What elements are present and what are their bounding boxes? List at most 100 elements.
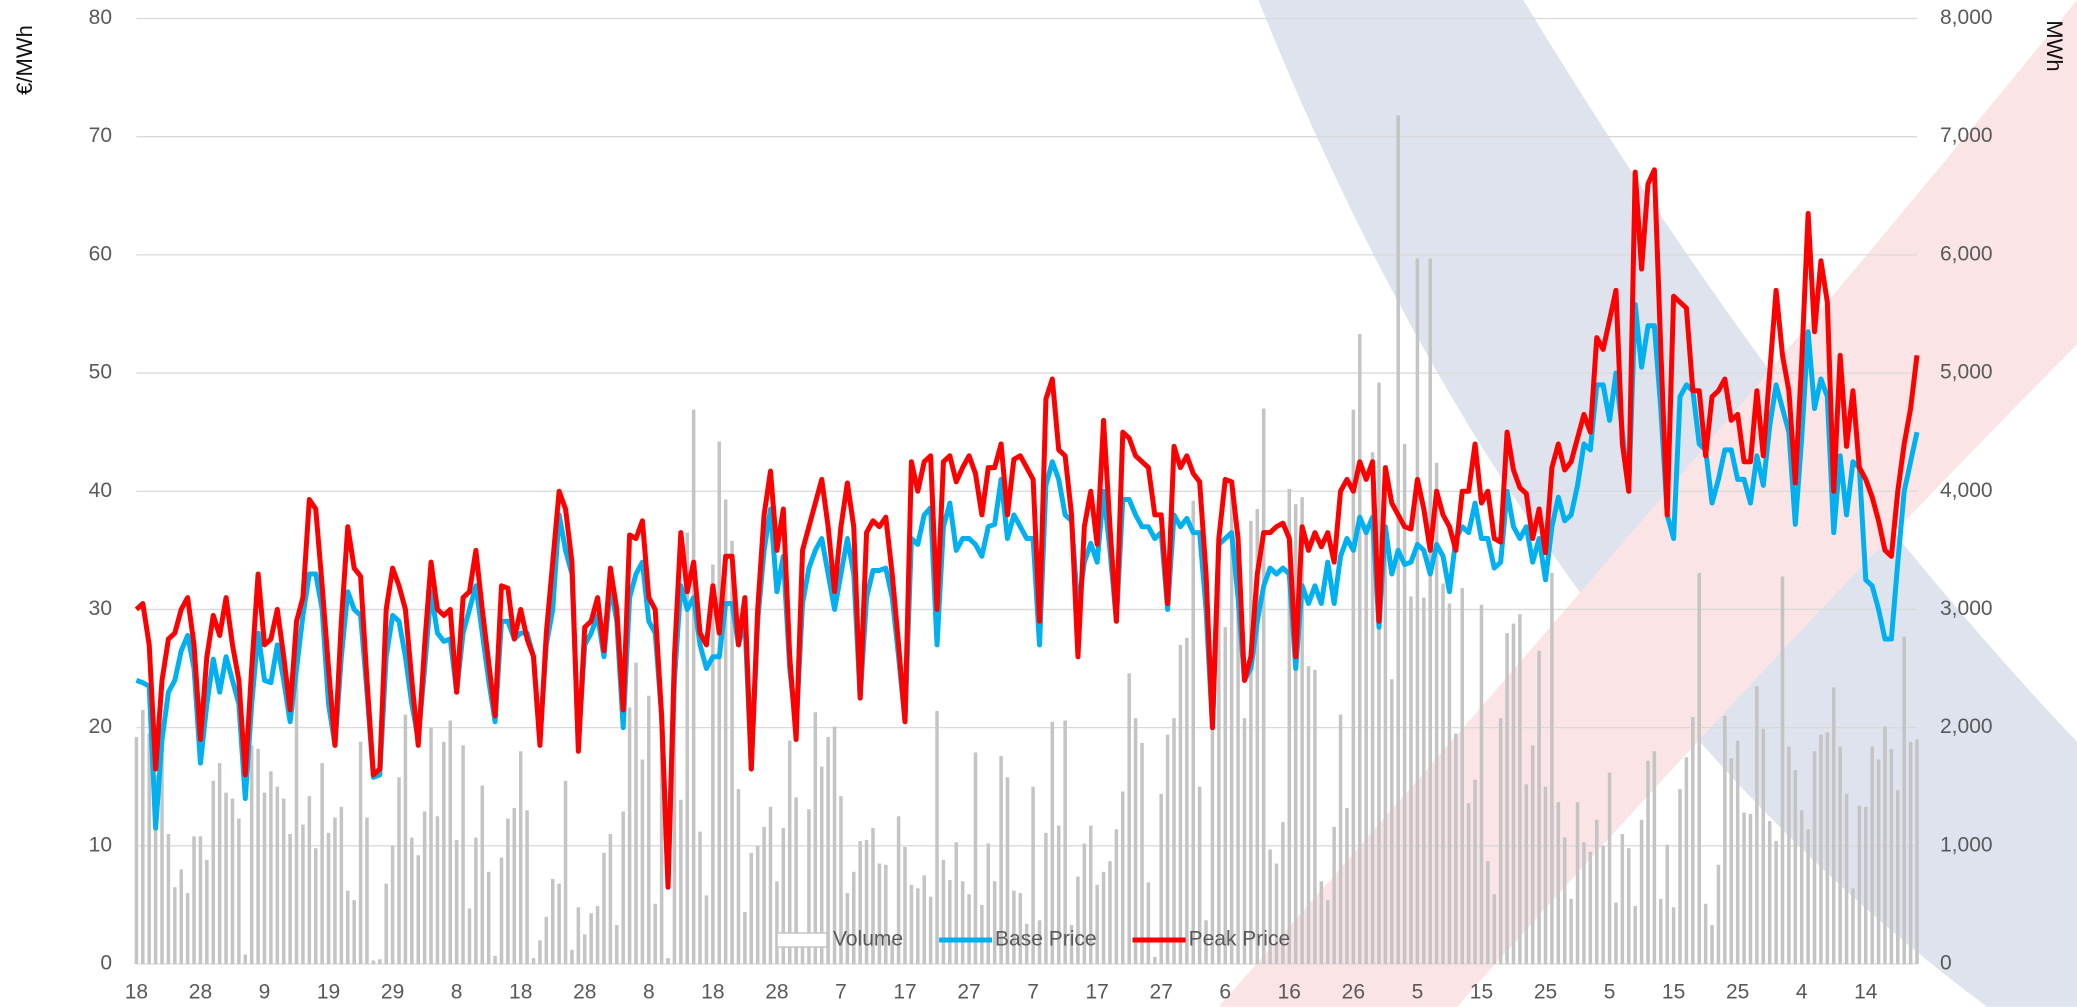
- volume-bar: [416, 855, 420, 964]
- volume-bar: [705, 895, 709, 964]
- volume-bar: [1262, 409, 1266, 964]
- volume-bar: [737, 789, 741, 964]
- volume-bar: [1390, 679, 1394, 964]
- volume-bar: [1108, 861, 1112, 964]
- volume-bar: [756, 846, 760, 964]
- y-tick-label: 50: [89, 361, 112, 384]
- volume-bar: [1396, 115, 1400, 964]
- volume-bar: [173, 887, 177, 964]
- volume-bar: [1774, 841, 1778, 964]
- volume-bar: [1569, 899, 1573, 964]
- volume-bar: [1883, 726, 1887, 964]
- y2-tick-label: 5,000: [1940, 361, 1993, 384]
- volume-bar: [314, 848, 318, 964]
- y-tick-label: 30: [89, 597, 112, 620]
- x-tick-label: 26: [1342, 981, 1365, 1004]
- volume-bar: [468, 908, 472, 964]
- y2-tick-label: 6,000: [1940, 242, 1993, 265]
- volume-bar: [826, 737, 830, 964]
- volume-bar: [525, 810, 529, 964]
- volume-bar: [346, 891, 350, 964]
- volume-bar: [1762, 729, 1766, 964]
- volume-bar: [474, 838, 478, 964]
- volume-bar: [1531, 745, 1535, 964]
- volume-bar: [1332, 827, 1336, 964]
- volume-bar: [750, 853, 754, 964]
- volume-bar: [1704, 904, 1708, 964]
- volume-bar: [1448, 604, 1452, 964]
- volume-bar: [1595, 820, 1599, 964]
- volume-bar: [1838, 747, 1842, 964]
- x-tick-label: 6: [1219, 981, 1231, 1004]
- x-tick-label: 8: [451, 981, 463, 1004]
- x-tick-label: 17: [1085, 981, 1108, 1004]
- x-tick-label: 16: [1278, 981, 1301, 1004]
- volume-bar: [1441, 583, 1445, 964]
- volume-bar: [1512, 624, 1516, 964]
- volume-bar: [1870, 747, 1874, 964]
- volume-bar: [1518, 614, 1522, 964]
- volume-bar: [1755, 686, 1759, 964]
- volume-bar: [167, 834, 171, 964]
- volume-bar: [1717, 865, 1721, 964]
- volume-bar: [1800, 810, 1804, 964]
- volume-bar: [1384, 540, 1388, 964]
- volume-bar: [1858, 806, 1862, 964]
- y2-tick-label: 0: [1940, 952, 1952, 975]
- volume-bar: [359, 742, 363, 964]
- volume-bar: [352, 900, 356, 964]
- y-tick-label: 70: [89, 124, 112, 147]
- volume-bar: [481, 786, 485, 964]
- y-tick-label: 10: [89, 833, 112, 856]
- volume-bar: [1313, 670, 1317, 964]
- x-tick-label: 27: [957, 981, 980, 1004]
- volume-bar: [1460, 588, 1464, 964]
- x-tick-label: 28: [765, 981, 788, 1004]
- volume-bar: [602, 853, 606, 964]
- volume-bar: [1915, 739, 1919, 964]
- volume-bar: [615, 925, 619, 964]
- volume-bar: [1621, 834, 1625, 964]
- volume-bar: [1909, 742, 1913, 964]
- volume-bar: [1729, 758, 1733, 964]
- volume-bar: [224, 793, 228, 964]
- x-tick-label: 25: [1534, 981, 1557, 1004]
- y2-tick-label: 7,000: [1940, 124, 1993, 147]
- volume-bar: [1147, 882, 1151, 964]
- volume-bar: [948, 880, 952, 964]
- volume-bar: [288, 834, 292, 964]
- volume-bar: [1691, 717, 1695, 964]
- volume-bar: [1787, 747, 1791, 964]
- volume-bar: [1320, 881, 1324, 964]
- volume-bar: [1557, 802, 1561, 964]
- volume-bar: [910, 885, 914, 964]
- x-tick-label: 18: [701, 981, 724, 1004]
- volume-bar: [211, 781, 215, 964]
- x-tick-label: 5: [1412, 981, 1424, 1004]
- volume-bar: [1723, 716, 1727, 964]
- volume-bar: [1505, 633, 1509, 964]
- volume-bar: [1742, 813, 1746, 964]
- x-tick-label: 7: [1027, 981, 1039, 1004]
- x-tick-label: 9: [259, 981, 271, 1004]
- volume-bar: [295, 663, 299, 964]
- volume-bar: [1851, 888, 1855, 964]
- volume-bar: [179, 869, 183, 964]
- volume-bar: [1102, 872, 1106, 964]
- y2-tick-label: 8,000: [1940, 6, 1993, 29]
- volume-bar: [513, 808, 517, 964]
- volume-bar: [333, 817, 337, 964]
- volume-bar: [1697, 573, 1701, 964]
- volume-bar: [717, 442, 721, 964]
- chart: €/MWh MWh 0102030405060708001,0002,0003,…: [0, 0, 2077, 1007]
- volume-bar: [1525, 784, 1529, 964]
- volume-bar: [1576, 802, 1580, 964]
- volume-bar: [1121, 791, 1125, 964]
- volume-bar: [788, 741, 792, 964]
- volume-bar: [621, 812, 625, 964]
- volume-bar: [1191, 501, 1195, 964]
- volume-bar: [1563, 838, 1567, 964]
- volume-bar: [1864, 807, 1868, 964]
- volume-bar: [1095, 885, 1099, 964]
- x-tick-label: 28: [189, 981, 212, 1004]
